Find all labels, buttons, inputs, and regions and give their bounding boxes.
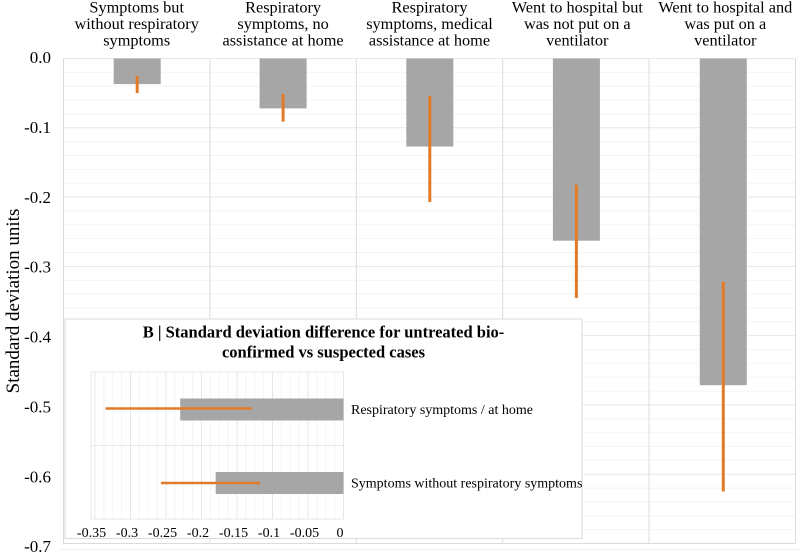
svg-text:symptoms, medical: symptoms, medical (366, 14, 493, 33)
svg-text:-0.3: -0.3 (116, 526, 138, 541)
svg-text:assistance at home: assistance at home (369, 31, 490, 50)
svg-text:-0.2: -0.2 (187, 526, 209, 541)
svg-text:Went to hospital but: Went to hospital but (512, 0, 644, 16)
svg-text:-0.3: -0.3 (24, 258, 51, 277)
svg-text:-0.35: -0.35 (77, 526, 106, 541)
svg-text:ventilator: ventilator (546, 31, 609, 50)
svg-text:symptoms, no: symptoms, no (237, 14, 328, 33)
svg-text:Respiratory: Respiratory (392, 0, 469, 16)
svg-text:B | Standard deviation differe: B | Standard deviation difference for un… (143, 323, 505, 342)
svg-text:was put on a: was put on a (684, 14, 766, 33)
svg-text:Standard deviation units: Standard deviation units (3, 209, 24, 394)
svg-text:0: 0 (337, 526, 344, 541)
svg-text:-0.15: -0.15 (219, 526, 248, 541)
svg-text:ventilator: ventilator (694, 31, 757, 50)
svg-text:assistance at home: assistance at home (223, 31, 344, 50)
svg-text:was not put on a: was not put on a (524, 14, 631, 33)
svg-text:confirmed vs suspected cases: confirmed vs suspected cases (222, 343, 426, 362)
svg-text:Respiratory: Respiratory (245, 0, 322, 16)
svg-text:-0.25: -0.25 (148, 526, 177, 541)
svg-text:-0.7: -0.7 (24, 537, 51, 555)
svg-text:-0.1: -0.1 (24, 118, 51, 137)
svg-text:Respiratory symptoms / at home: Respiratory symptoms / at home (351, 403, 533, 418)
svg-text:-0.5: -0.5 (24, 397, 51, 416)
svg-text:0.0: 0.0 (30, 48, 51, 67)
svg-text:Symptoms but: Symptoms but (89, 0, 184, 16)
svg-text:without respiratory: without respiratory (75, 14, 200, 33)
svg-text:-0.6: -0.6 (24, 467, 51, 486)
svg-text:symptoms: symptoms (103, 31, 170, 50)
svg-text:-0.2: -0.2 (24, 188, 51, 207)
svg-text:-0.1: -0.1 (258, 526, 280, 541)
svg-text:Symptoms without respiratory s: Symptoms without respiratory symptoms (351, 477, 582, 492)
svg-text:-0.4: -0.4 (24, 328, 51, 347)
svg-text:Went to hospital and: Went to hospital and (658, 0, 792, 16)
svg-text:-0.05: -0.05 (290, 526, 319, 541)
